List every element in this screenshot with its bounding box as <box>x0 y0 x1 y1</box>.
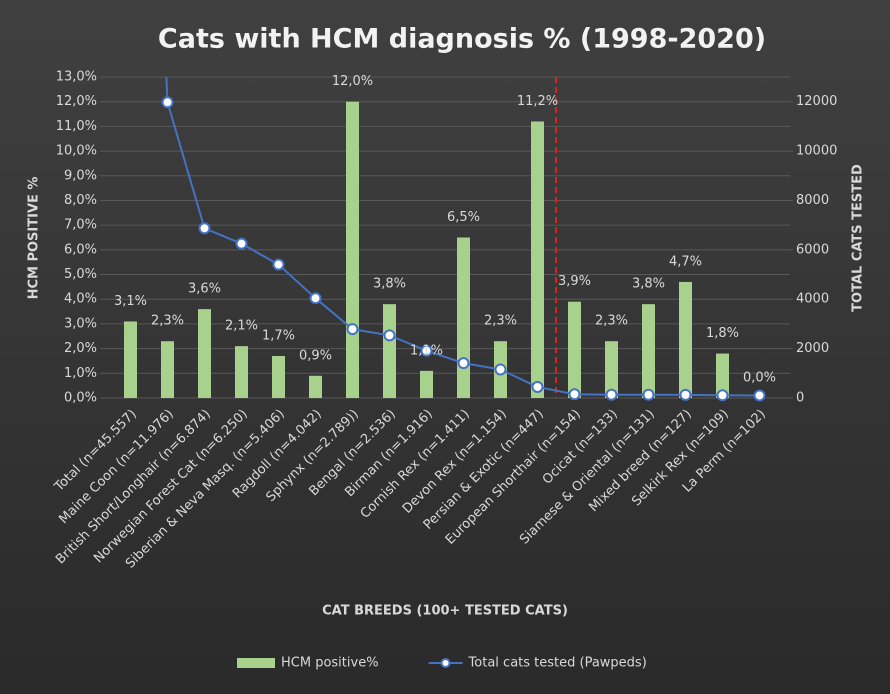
line-marker <box>235 237 248 250</box>
data-label: 0,0% <box>743 371 776 386</box>
data-label: 3,8% <box>373 277 406 292</box>
y-tick-label: 5,0% <box>64 267 97 282</box>
y-tick-label: 3,0% <box>64 316 97 331</box>
x-axis-title: CAT BREEDS (100+ TESTED CATS) <box>322 604 568 619</box>
data-label: 2,3% <box>151 314 184 329</box>
chart-title: Cats with HCM diagnosis % (1998-2020) <box>158 24 766 55</box>
bar <box>716 353 729 398</box>
legend-label: Total cats tested (Pawpeds) <box>468 656 647 671</box>
bar <box>124 321 137 398</box>
data-label: 11,2% <box>517 94 558 109</box>
data-label: 12,0% <box>332 74 373 89</box>
bar <box>605 341 618 398</box>
y2-axis-title: TOTAL CATS TESTED <box>851 164 866 312</box>
y-tick-label: 13,0% <box>56 70 97 85</box>
y-tick-label: 4,0% <box>64 292 97 307</box>
data-label: 3,9% <box>558 274 591 289</box>
line-marker <box>272 258 285 271</box>
legend-swatch <box>237 658 275 668</box>
data-label: 1,1% <box>410 343 443 358</box>
y2-tick-label: 8000 <box>796 193 829 208</box>
legend-label: HCM positive% <box>281 656 379 671</box>
y2-tick-label: 12000 <box>796 94 837 109</box>
line <box>165 77 760 397</box>
y2-tick-label: 0 <box>796 391 804 406</box>
line-marker <box>494 363 507 376</box>
y2-tick-label: 10000 <box>796 144 837 159</box>
line-marker <box>642 388 655 401</box>
data-label: 4,7% <box>669 254 702 269</box>
line-marker <box>605 388 618 401</box>
y-tick-label: 6,0% <box>64 242 97 257</box>
y-tick-label: 9,0% <box>64 168 97 183</box>
bar <box>346 101 359 398</box>
bar <box>642 304 655 398</box>
line-marker <box>457 357 470 370</box>
y2-tick-label: 4000 <box>796 292 829 307</box>
y-tick-label: 11,0% <box>56 119 97 134</box>
y-tick-label: 8,0% <box>64 193 97 208</box>
data-label: 2,1% <box>225 319 258 334</box>
grid <box>100 76 793 399</box>
line-layer <box>161 77 766 402</box>
y-tick-label: 12,0% <box>56 94 97 109</box>
bar <box>235 346 248 398</box>
bar <box>161 341 174 398</box>
line-marker <box>716 389 729 402</box>
legend: HCM positive% Total cats tested (Pawpeds) <box>237 656 647 671</box>
line-marker <box>420 344 433 357</box>
legend-marker <box>440 658 451 668</box>
y-tick-label: 1,0% <box>64 366 97 381</box>
line-marker <box>679 388 692 401</box>
line-marker <box>198 222 211 235</box>
data-label: 2,3% <box>595 314 628 329</box>
bar <box>568 301 581 398</box>
bar <box>679 281 692 398</box>
data-label: 3,6% <box>188 282 221 297</box>
bar <box>457 237 470 398</box>
data-label: 2,3% <box>484 314 517 329</box>
y-tick-label: 0,0% <box>64 391 97 406</box>
y-tick-label: 10,0% <box>56 144 97 159</box>
bar <box>309 375 322 398</box>
data-label: 3,8% <box>632 277 665 292</box>
bar <box>420 370 433 398</box>
line-marker <box>161 96 174 109</box>
y-axis-title: HCM POSITIVE % <box>27 177 42 300</box>
line-marker <box>309 292 322 305</box>
data-label: 6,5% <box>447 210 480 225</box>
data-label: 1,7% <box>262 329 295 344</box>
bar <box>272 356 285 398</box>
line-marker <box>346 323 359 336</box>
data-label: 1,8% <box>706 326 739 341</box>
y-tick-label: 2,0% <box>64 341 97 356</box>
data-label: 0,9% <box>299 348 332 363</box>
line-marker <box>568 388 581 401</box>
bar <box>531 121 544 398</box>
line-marker <box>531 380 544 393</box>
y2-tick-label: 6000 <box>796 242 829 257</box>
data-label: 3,1% <box>114 294 147 309</box>
y2-tick-label: 2000 <box>796 341 829 356</box>
bar <box>198 309 211 398</box>
bar <box>383 304 396 398</box>
line-marker <box>383 329 396 342</box>
line-marker <box>753 389 766 402</box>
y-tick-label: 7,0% <box>64 218 97 233</box>
